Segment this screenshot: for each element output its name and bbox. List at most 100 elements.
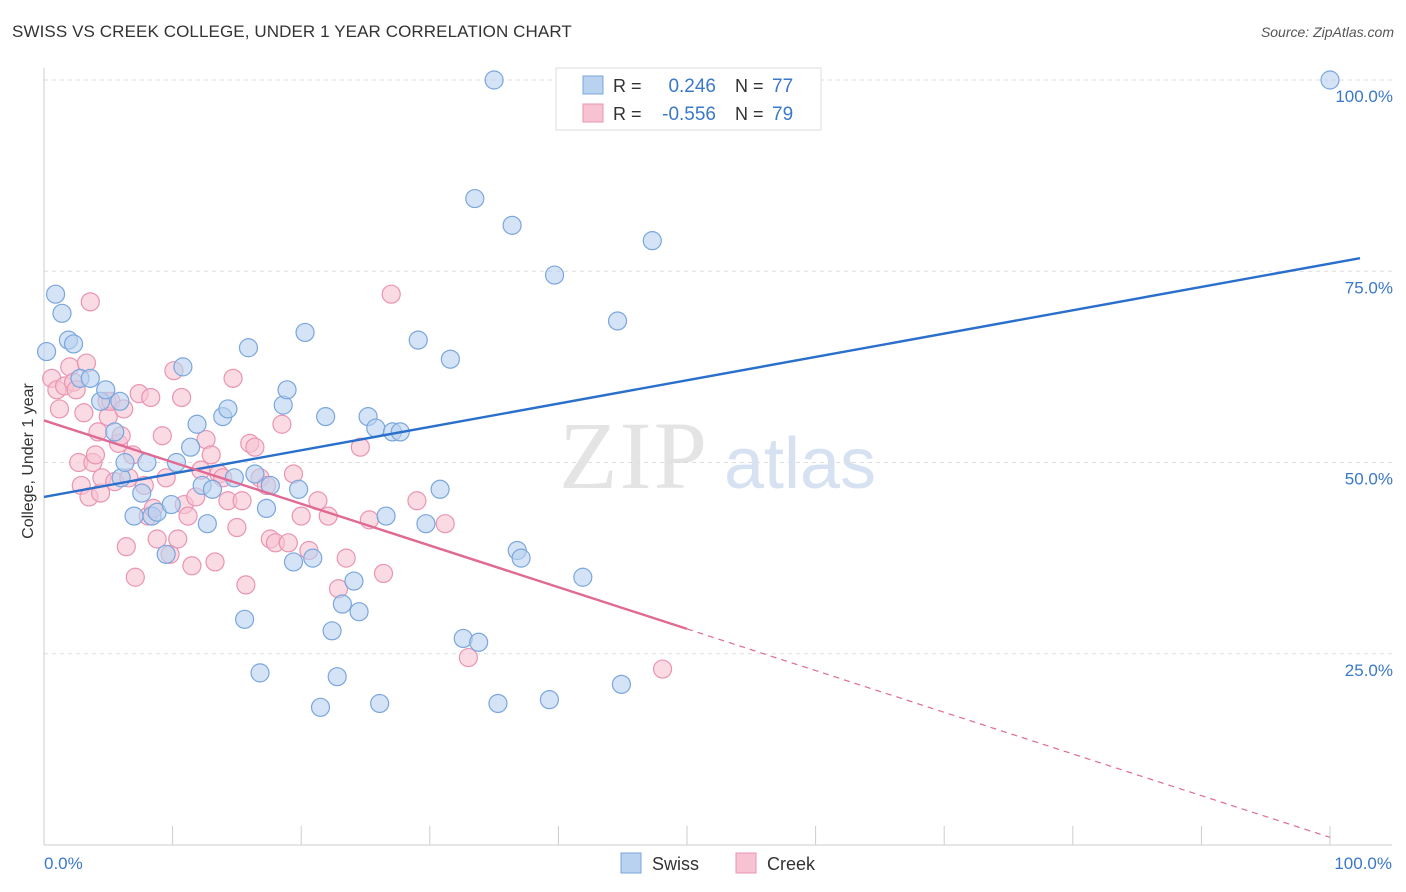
- swiss-point: [277, 380, 297, 400]
- swiss-point: [173, 357, 193, 377]
- swiss-point: [256, 498, 277, 518]
- creek-point: [407, 491, 427, 511]
- swiss-point: [322, 621, 342, 641]
- swiss-point: [344, 571, 364, 591]
- creek-trendline-extension: [686, 628, 1331, 838]
- swiss-point: [105, 422, 125, 442]
- swiss-point: [224, 468, 244, 488]
- swiss-point: [289, 479, 309, 499]
- source-credit: Source: ZipAtlas.com: [1260, 24, 1394, 40]
- swiss-point: [132, 483, 152, 503]
- watermark: ZIP atlas: [559, 402, 876, 509]
- gridlines: [44, 79, 1392, 655]
- creek-point: [182, 556, 202, 576]
- creek-point: [236, 575, 256, 595]
- watermark-atlas: atlas: [724, 424, 876, 504]
- swiss-point: [539, 690, 559, 710]
- creek-point: [245, 437, 265, 457]
- chart-title: SWISS VS CREEK COLLEGE, UNDER 1 YEAR COR…: [12, 22, 572, 41]
- creek-point: [373, 563, 394, 584]
- swiss-point: [327, 667, 347, 687]
- creek-point: [350, 437, 370, 457]
- swiss-point: [187, 414, 207, 434]
- swiss-point: [63, 334, 84, 354]
- trendlines: [43, 256, 1361, 838]
- creek-point: [178, 506, 198, 526]
- legend-creek-swatch[interactable]: [735, 852, 757, 874]
- y-tick-label: 50.0%: [1345, 470, 1393, 489]
- swiss-point: [96, 380, 116, 400]
- swiss-r-value: 0.246: [668, 76, 716, 97]
- creek-point: [125, 567, 145, 587]
- creek-point: [49, 399, 70, 419]
- y-tick-label: 100.0%: [1335, 87, 1393, 106]
- swiss-point: [310, 697, 331, 717]
- swiss-point: [370, 693, 390, 714]
- swiss-trendline: [43, 256, 1361, 499]
- swiss-point: [376, 506, 396, 526]
- legend-swiss-label[interactable]: Swiss: [652, 854, 699, 874]
- swiss-point: [36, 341, 57, 362]
- swiss-point: [80, 368, 100, 388]
- creek-legend-swatch: [582, 103, 604, 123]
- swiss-point: [488, 693, 508, 714]
- swiss-points: [36, 70, 1340, 717]
- swiss-point: [45, 284, 66, 304]
- creek-n-value: 79: [772, 104, 793, 125]
- creek-point: [227, 517, 247, 538]
- swiss-point: [573, 567, 593, 587]
- swiss-point: [408, 330, 428, 350]
- swiss-point: [202, 479, 223, 499]
- swiss-point: [250, 663, 270, 683]
- creek-point: [116, 537, 136, 557]
- swiss-point: [245, 464, 265, 484]
- swiss-point: [416, 514, 436, 534]
- swiss-point: [197, 514, 217, 534]
- x-tick-label-max: 100.0%: [1334, 854, 1392, 873]
- creek-point: [291, 506, 311, 526]
- creek-n-label: N =: [735, 104, 764, 124]
- swiss-point: [511, 548, 531, 568]
- swiss-point: [349, 602, 369, 622]
- creek-point: [435, 514, 455, 534]
- creek-point: [336, 548, 356, 568]
- creek-point: [223, 368, 243, 388]
- creek-point: [74, 403, 94, 423]
- swiss-point: [295, 322, 315, 343]
- swiss-point: [238, 338, 259, 358]
- creek-point: [152, 426, 172, 446]
- creek-point: [141, 387, 161, 408]
- swiss-point: [52, 303, 72, 323]
- creek-trendline: [43, 419, 688, 631]
- swiss-point: [1320, 70, 1340, 90]
- swiss-r-label: R =: [613, 76, 642, 96]
- correlation-legend: R = 0.246 N = 77 R = -0.556 N = 79: [555, 67, 822, 131]
- swiss-point: [283, 552, 304, 572]
- y-tick-labels: 25.0% 50.0% 75.0% 100.0%: [1335, 87, 1393, 680]
- legend-swiss-swatch[interactable]: [620, 852, 642, 874]
- x-tick-label-min: 0.0%: [44, 854, 83, 873]
- creek-point: [458, 647, 478, 668]
- swiss-point: [124, 506, 144, 526]
- creek-point: [272, 414, 292, 434]
- watermark-zip: ZIP: [559, 402, 709, 509]
- legend-creek-label[interactable]: Creek: [767, 854, 816, 874]
- swiss-point: [544, 265, 565, 285]
- swiss-n-value: 77: [772, 76, 793, 97]
- swiss-point: [502, 215, 522, 235]
- series-legend: Swiss Creek: [620, 852, 816, 874]
- creek-point: [278, 533, 298, 553]
- swiss-point: [469, 632, 489, 652]
- swiss-point: [161, 494, 181, 515]
- creek-r-value: -0.556: [662, 104, 716, 125]
- creek-point: [205, 552, 225, 572]
- swiss-point: [110, 391, 130, 411]
- creek-r-label: R =: [613, 104, 642, 124]
- creek-point: [156, 468, 176, 488]
- creek-point: [168, 529, 188, 549]
- creek-point: [85, 445, 106, 465]
- swiss-point: [316, 407, 336, 427]
- swiss-point: [235, 609, 255, 629]
- swiss-point: [332, 594, 352, 614]
- swiss-point: [430, 479, 450, 499]
